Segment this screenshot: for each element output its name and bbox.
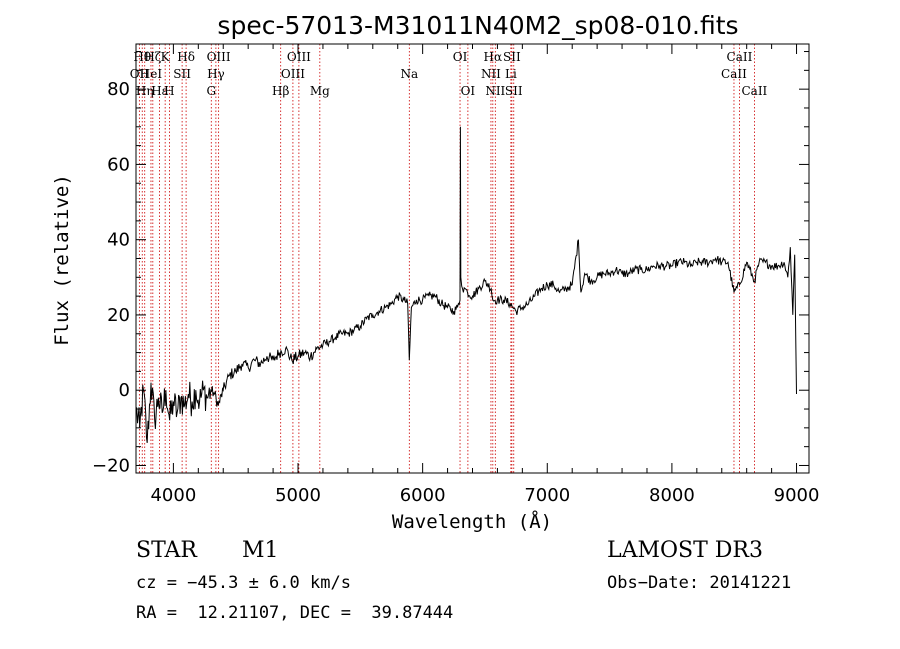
line-label-14: OIII <box>281 67 305 81</box>
spectral-line-markers <box>138 44 755 473</box>
y-tick-label-3: 40 <box>107 230 130 251</box>
line-label-10: Hγ <box>207 67 225 81</box>
redshift-velocity: cz = −45.3 ± 6.0 km/s <box>136 573 351 593</box>
line-label-18: OI <box>453 50 468 64</box>
spectrum-line <box>135 126 797 443</box>
line-label-19: OI <box>461 84 476 98</box>
line-label-13: Hβ <box>272 84 289 98</box>
x-tick-label-0: 4000 <box>150 485 196 506</box>
line-label-24: SII <box>503 50 521 64</box>
y-tick-label-0: −20 <box>92 455 130 476</box>
line-label-27: CaII <box>727 50 753 64</box>
line-label-22: NII <box>485 84 505 98</box>
y-axis-ticks: −20 0 20 40 60 80 <box>92 51 809 476</box>
chart-title: spec-57013-M31011N40M2_sp08-010.fits <box>217 11 738 40</box>
observation-date: Obs−Date: 20141221 <box>607 573 792 593</box>
line-label-17: Na <box>400 67 418 81</box>
line-label-9: Hδ <box>177 50 195 64</box>
line-label-11: G <box>206 84 216 98</box>
line-label-15: OIII <box>287 50 311 64</box>
object-subclass: M1 <box>242 538 279 563</box>
x-tick-label-4: 8000 <box>649 485 695 506</box>
y-tick-label-1: 0 <box>119 380 130 401</box>
x-tick-label-1: 5000 <box>275 485 321 506</box>
x-tick-label-3: 7000 <box>524 485 570 506</box>
line-label-28: CaII <box>741 84 767 98</box>
y-tick-label-2: 20 <box>107 305 130 326</box>
spectrum-series <box>135 126 797 443</box>
line-label-20: NII <box>481 67 501 81</box>
x-axis-ticks: 4000 5000 6000 7000 8000 9000 <box>150 44 819 506</box>
x-axis-label: Wavelength (Å) <box>392 510 552 533</box>
line-label-7: H <box>164 84 174 98</box>
line-label-6: K <box>161 50 171 64</box>
line-label-3: HeI <box>140 67 163 81</box>
object-class: STAR <box>136 538 197 563</box>
line-label-12: OIII <box>207 50 231 64</box>
line-label-5: Hε <box>151 84 168 98</box>
sky-coordinates: RA = 12.21107, DEC = 39.87444 <box>136 603 454 623</box>
x-tick-label-5: 9000 <box>774 485 820 506</box>
spectral-line-labels: Hθ OII Hη HeI Hζ Hε K H SII Hδ Hγ G OIII Hβ OIII OIII Mg… <box>130 50 768 98</box>
line-label-0: Hθ <box>133 50 151 64</box>
y-tick-label-5: 80 <box>107 79 130 100</box>
spectrum-chart: spec-57013-M31011N40M2_sp08-010.fits Hθ O… <box>51 11 819 533</box>
line-label-8: SII <box>173 67 191 81</box>
plot-frame <box>135 43 810 474</box>
line-label-25: SII <box>505 84 523 98</box>
y-tick-label-4: 60 <box>107 154 130 175</box>
line-label-2: Hη <box>136 84 154 98</box>
line-label-16: Mg <box>310 84 330 98</box>
x-tick-label-2: 6000 <box>400 485 446 506</box>
line-label-4: Hζ <box>144 50 161 64</box>
line-label-26: CaII <box>721 67 747 81</box>
line-label-21: Hα <box>484 50 503 64</box>
line-label-1: OII <box>130 67 150 81</box>
line-label-23: Li <box>505 67 517 81</box>
survey-name: LAMOST DR3 <box>607 538 763 563</box>
y-axis-label: Flux (relative) <box>51 174 73 346</box>
